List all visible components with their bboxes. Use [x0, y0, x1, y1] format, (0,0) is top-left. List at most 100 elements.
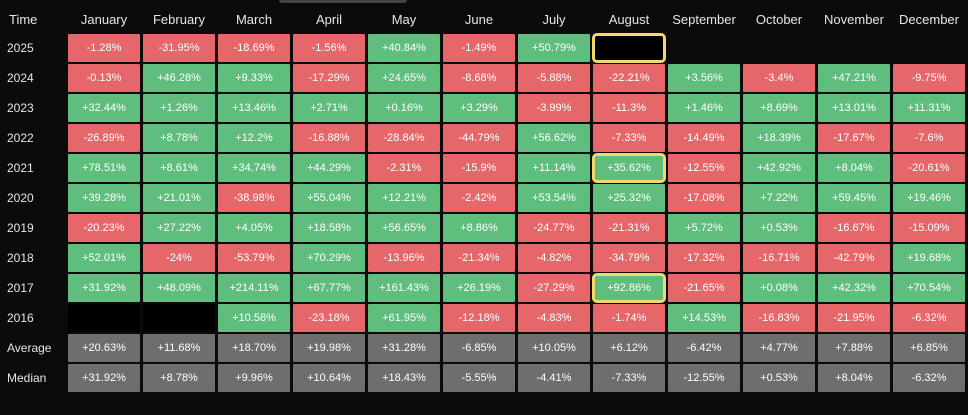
return-cell: -42.79% [818, 244, 890, 272]
top-scroll-indicator [279, 0, 407, 3]
return-cell [893, 34, 965, 62]
return-cell: +18.43% [368, 364, 440, 392]
return-cell: -3.4% [743, 64, 815, 92]
return-cell: -2.42% [443, 184, 515, 212]
year-label: 2018 [7, 251, 34, 265]
summary-label: Median [7, 371, 47, 385]
return-cell: +42.92% [743, 154, 815, 182]
return-cell: +4.77% [743, 334, 815, 362]
return-cell: +13.46% [218, 94, 290, 122]
month-header-november: November [824, 11, 884, 27]
return-cell [668, 34, 740, 62]
return-cell: +1.26% [143, 94, 215, 122]
return-cell: -15.09% [893, 214, 965, 242]
year-row: 2020 +39.28% +21.01% -38.98% +55.04% +12.21% -… [3, 184, 965, 212]
year-label: 2023 [7, 101, 34, 115]
return-cell: +8.86% [443, 214, 515, 242]
return-cell: +67.77% [293, 274, 365, 302]
return-cell: +70.54% [893, 274, 965, 302]
table-body: 2025 -1.28% -31.95% -18.69% -1.56% +40.84% -1.… [3, 33, 965, 392]
summary-label: Average [7, 341, 52, 355]
return-cell: -4.41% [518, 364, 590, 392]
return-cell: +92.86% [592, 273, 666, 303]
return-cell: +6.12% [593, 334, 665, 362]
return-cell: -28.84% [368, 124, 440, 152]
return-cell: +52.01% [68, 244, 140, 272]
year-row: 2025 -1.28% -31.95% -18.69% -1.56% +40.84% -1.… [3, 33, 965, 63]
return-cell: -21.95% [818, 304, 890, 332]
return-cell: -17.32% [668, 244, 740, 272]
return-cell: +70.29% [293, 244, 365, 272]
return-cell: +21.01% [143, 184, 215, 212]
year-label: 2016 [7, 311, 34, 325]
return-cell: +11.14% [518, 154, 590, 182]
return-cell: -6.32% [893, 364, 965, 392]
return-cell: +0.16% [368, 94, 440, 122]
return-cell: +18.70% [218, 334, 290, 362]
return-cell: +0.53% [743, 214, 815, 242]
monthly-returns-table: Time January February March April May June Jul… [0, 4, 968, 394]
year-row: 2018 +52.01% -24% -53.79% +70.29% -13.96% -21.… [3, 244, 965, 272]
return-cell: +10.05% [518, 334, 590, 362]
return-cell: -38.98% [218, 184, 290, 212]
return-cell: +24.65% [368, 64, 440, 92]
return-cell: +7.88% [818, 334, 890, 362]
return-cell: -17.29% [293, 64, 365, 92]
return-cell: -7.6% [893, 124, 965, 152]
year-label: 2021 [7, 161, 34, 175]
return-cell: +8.04% [818, 364, 890, 392]
month-header-march: March [235, 11, 273, 27]
return-cell: +27.22% [143, 214, 215, 242]
return-cell: -17.67% [818, 124, 890, 152]
return-cell: +10.64% [293, 364, 365, 392]
return-cell: +9.33% [218, 64, 290, 92]
year-label: 2019 [7, 221, 34, 235]
return-cell: +8.61% [143, 154, 215, 182]
return-cell: +31.92% [68, 364, 140, 392]
return-cell [68, 304, 140, 332]
return-cell: +46.28% [143, 64, 215, 92]
return-cell: +11.31% [893, 94, 965, 122]
return-cell: -1.28% [68, 34, 140, 62]
return-cell: +11.68% [143, 334, 215, 362]
return-cell: -20.61% [893, 154, 965, 182]
return-cell: +3.29% [443, 94, 515, 122]
return-cell: -31.95% [143, 34, 215, 62]
return-cell: -16.71% [743, 244, 815, 272]
year-label: 2022 [7, 131, 34, 145]
return-cell: -4.83% [518, 304, 590, 332]
return-cell: -27.29% [518, 274, 590, 302]
return-cell: +31.92% [68, 274, 140, 302]
return-cell: +25.32% [593, 184, 665, 212]
return-cell: +0.53% [743, 364, 815, 392]
return-cell: -4.82% [518, 244, 590, 272]
return-cell: +161.43% [368, 274, 440, 302]
return-cell: +61.95% [368, 304, 440, 332]
return-cell: +18.58% [293, 214, 365, 242]
return-cell: -1.49% [443, 34, 515, 62]
month-header-december: December [899, 11, 959, 27]
return-cell: +8.78% [143, 124, 215, 152]
return-cell: -15.9% [443, 154, 515, 182]
year-row: 2023 +32.44% +1.26% +13.46% +2.71% +0.16% +3.2… [3, 94, 965, 122]
return-cell: -16.67% [818, 214, 890, 242]
return-cell: -6.32% [893, 304, 965, 332]
return-cell: +78.51% [68, 154, 140, 182]
return-cell: -17.08% [668, 184, 740, 212]
return-cell: +0.08% [743, 274, 815, 302]
time-header: Time [9, 11, 38, 27]
header-row: Time January February March April May June Jul… [3, 6, 965, 32]
return-cell: -13.96% [368, 244, 440, 272]
return-cell: +50.79% [518, 34, 590, 62]
month-header-july: July [542, 11, 566, 27]
return-cell: -53.79% [218, 244, 290, 272]
return-cell: -18.69% [218, 34, 290, 62]
return-cell: -21.34% [443, 244, 515, 272]
return-cell: +59.45% [818, 184, 890, 212]
return-cell: -23.18% [293, 304, 365, 332]
return-cell: -7.33% [593, 364, 665, 392]
return-cell: -9.75% [893, 64, 965, 92]
return-cell: +53.54% [518, 184, 590, 212]
return-cell: -34.79% [593, 244, 665, 272]
year-row: 2021 +78.51% +8.61% +34.74% +44.29% -2.31% -15… [3, 153, 965, 183]
